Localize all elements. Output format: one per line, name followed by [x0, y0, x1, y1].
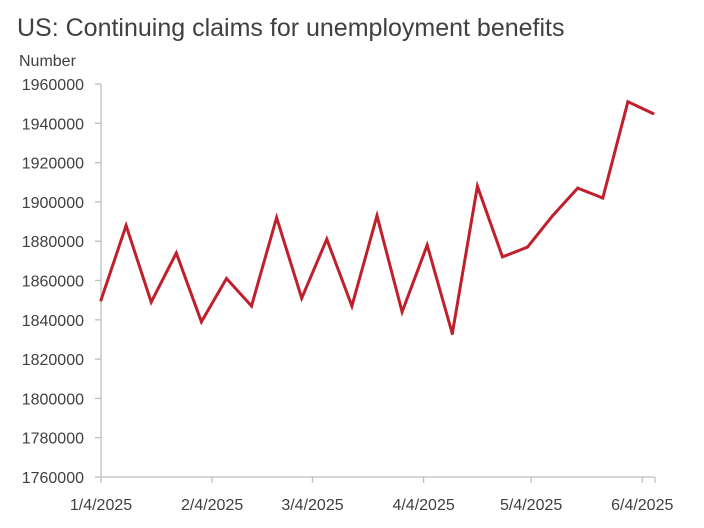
y-axis-label: Number — [19, 53, 76, 70]
x-tick-label: 1/4/2025 — [70, 497, 132, 514]
data-point — [300, 296, 304, 300]
x-tick-label: 6/4/2025 — [611, 497, 673, 514]
data-point — [425, 243, 429, 247]
y-axis-ticks: 1760000 1780000 1800000 1820000 1840000 18600… — [22, 77, 101, 487]
data-point — [576, 186, 580, 190]
y-tick-label: 1780000 — [22, 431, 84, 448]
data-point — [275, 216, 279, 220]
series-line — [99, 99, 654, 335]
data-point — [400, 310, 404, 314]
data-point — [601, 196, 605, 200]
data-point — [526, 245, 529, 249]
y-tick-label: 1900000 — [22, 195, 84, 212]
y-tick-label: 1940000 — [22, 116, 84, 133]
data-point — [551, 214, 555, 218]
y-tick-label: 1840000 — [22, 313, 84, 330]
y-tick-label: 1960000 — [22, 77, 84, 94]
x-axis-ticks: 1/4/2025 2/4/2025 3/4/2025 4/4/2025 5/4/2025… — [70, 477, 673, 514]
data-point — [325, 237, 329, 241]
y-tick-label: 1880000 — [22, 234, 84, 251]
x-tick-label: 2/4/2025 — [181, 497, 243, 514]
data-point — [475, 184, 479, 188]
y-tick-label: 1920000 — [22, 156, 84, 173]
data-point — [651, 112, 655, 115]
y-tick-label: 1800000 — [22, 391, 84, 408]
data-point — [124, 224, 128, 227]
data-point — [626, 100, 630, 104]
x-tick-label: 3/4/2025 — [281, 497, 343, 514]
series-group — [99, 99, 655, 336]
data-point — [149, 300, 153, 304]
x-tick-label: 5/4/2025 — [500, 497, 562, 514]
data-point — [350, 304, 354, 308]
chart-title: US: Continuing claims for unemployment b… — [17, 14, 565, 42]
y-tick-label: 1760000 — [22, 470, 84, 487]
data-point — [225, 277, 228, 280]
data-point — [174, 251, 178, 255]
data-point — [250, 304, 253, 308]
data-point — [501, 255, 504, 259]
x-tick-label: 4/4/2025 — [392, 497, 454, 514]
data-point — [375, 214, 379, 218]
data-point — [199, 320, 203, 324]
data-point — [450, 332, 454, 336]
data-point — [99, 298, 103, 302]
y-tick-label: 1860000 — [22, 274, 84, 291]
y-tick-label: 1820000 — [22, 352, 84, 369]
